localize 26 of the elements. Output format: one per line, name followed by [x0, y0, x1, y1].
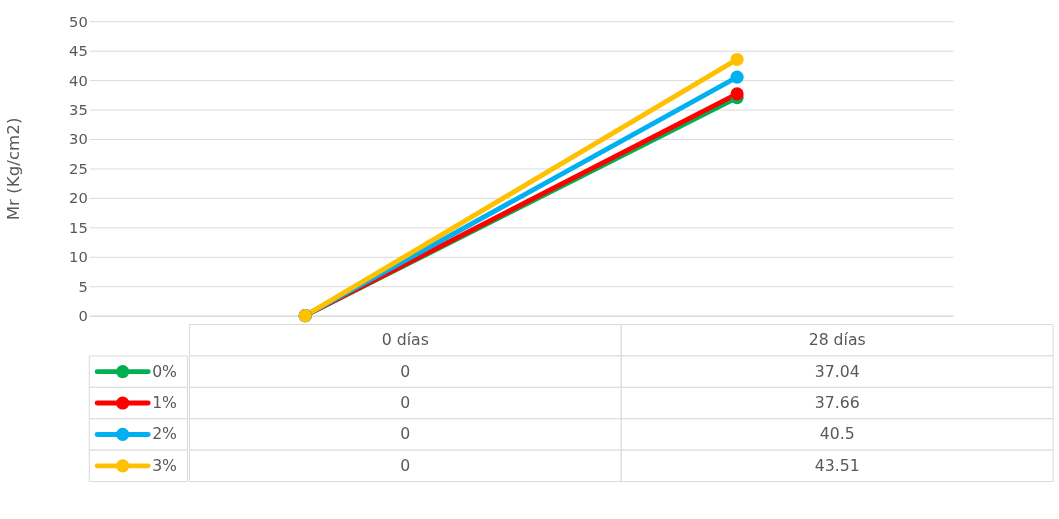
data-label: 43.51 [814, 455, 860, 475]
y-tick-label: 40 [69, 71, 88, 89]
data-label: 0 [400, 455, 411, 475]
x-tick-label: 0 días [381, 330, 429, 350]
y-tick-label: 25 [69, 159, 88, 177]
legend-label: 1% [152, 392, 178, 412]
x-tick-label: 28 días [808, 330, 866, 350]
y-tick-label: 5 [78, 277, 88, 295]
y-tick-label: 35 [69, 100, 88, 118]
legend-label: 0% [152, 361, 178, 381]
y-tick-label: 45 [69, 42, 88, 60]
legend-label: 3% [152, 455, 178, 475]
data-label: 37.04 [814, 361, 860, 381]
legend-label: 2% [152, 424, 178, 444]
y-tick-label: 50 [69, 12, 88, 30]
y-tick-label: 0 [78, 307, 88, 325]
y-axis-title: Mr (Kg/cm2) [4, 117, 24, 221]
y-tick-label: 30 [69, 130, 88, 148]
data-label: 37.66 [814, 392, 860, 412]
data-label: 0 [400, 361, 411, 381]
y-tick-label: 20 [69, 189, 88, 207]
data-label: 0 [400, 424, 411, 444]
y-tick-label: 15 [69, 218, 88, 236]
data-label: 0 [400, 392, 411, 412]
y-tick-label: 10 [69, 248, 88, 266]
data-label: 40.5 [819, 424, 855, 444]
